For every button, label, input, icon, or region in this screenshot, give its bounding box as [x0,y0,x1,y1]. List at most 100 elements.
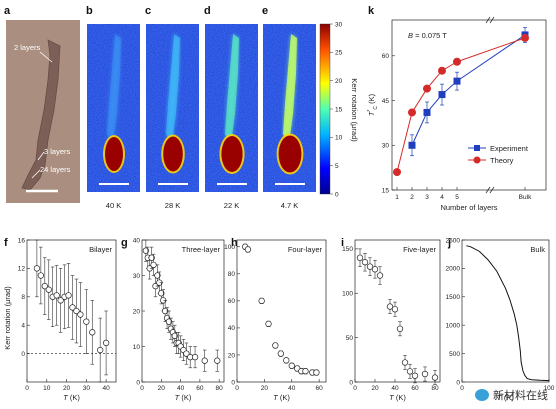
panel-letter-b: b [86,5,93,17]
x-tick-label: 60 [316,385,324,392]
y-tick-label: 20 [133,308,141,315]
k-x-tick-label: 3 [425,194,429,201]
data-point [41,283,48,290]
data-point [191,354,199,361]
data-point [258,297,265,305]
y-tick-label: 60 [228,298,236,305]
x-tick-label: 40 [391,385,399,392]
data-point [453,77,461,85]
y-tick-label: 1000 [446,323,461,330]
data-point [102,339,110,347]
y-tick-label: 500 [449,351,460,358]
k-y-tick-label: 60 [382,53,390,60]
panel-j: 0 500 1000 1500 2000 2500 0 100 T (K) Bulk [446,237,555,402]
panel-g: 0 10 20 30 40 0 20 40 60 80 T (K) Three-layer [133,237,225,402]
data-point [154,272,161,279]
k-y-axis-label: T*C (K) [367,93,379,116]
data-point [408,141,416,149]
axes-frame [236,239,327,383]
data-point [288,362,295,369]
data-point [453,57,461,66]
y-tick-label: 2500 [446,237,461,244]
axes-frame [461,239,550,383]
series-line-to-bulk [456,34,526,82]
y-tick-label: 0 [456,379,460,386]
x-tick-label: 0 [25,385,29,392]
data-point [391,306,399,313]
data-point [45,286,52,293]
data-point [313,369,320,376]
bottom-y-axis-label: Kerr rotation (μrad) [3,286,12,350]
k-x-tick-label: Bulk [519,194,532,201]
data-point [53,292,60,299]
y-tick-label: 0 [349,379,353,386]
data-point [142,247,150,254]
y-tick-label: 20 [228,352,236,359]
data-point [65,292,72,299]
colorbar-gradient [319,23,331,195]
data-line [466,245,550,382]
axis-break [489,186,495,194]
data-point [33,265,41,272]
data-point [73,307,80,315]
panel-title: Bilayer [89,245,112,254]
data-point [272,342,279,349]
panel-i: 0 50 100 150 0 20 40 60 80 T (K) Five-layer [342,239,441,402]
y-tick-label: 100 [224,244,235,251]
y-tick-label: 12 [18,266,26,273]
magnetic-region [221,136,243,172]
data-point [277,350,284,357]
panel-letter-k: k [368,5,375,17]
x-tick-label: 0 [353,385,357,392]
x-tick-label: 30 [83,385,91,392]
temperature-label: 28 K [165,201,180,210]
k-field-annotation: B = 0.075 T [408,31,447,40]
data-point [37,272,44,279]
data-point [521,33,529,42]
x-tick-label: 40 [102,385,110,392]
data-point [148,254,155,261]
flake-trace [283,34,297,142]
x-axis-label: T (K) [497,393,514,402]
data-point [69,304,76,311]
axis-break [485,186,491,194]
panel-letter-d: d [204,5,211,17]
legend-label-experiment: Experiment [490,144,529,153]
panel-title: Five-layer [403,245,436,254]
axes-frame [354,239,441,383]
magnetic-region [163,136,183,172]
x-tick-label: 10 [43,385,51,392]
k-axes-frame [391,19,547,191]
colorbar-tick-label: 0 [335,191,339,198]
x-tick-label: 0 [460,385,464,392]
legend-marker [473,156,481,164]
panel-letter-i: i [341,237,344,249]
x-tick-label: 0 [235,385,239,392]
annotation-3-layers: 3 layers [44,147,71,156]
colorbar-label: Kerr rotation (μrad) [350,78,359,142]
k-x-tick-label: 2 [410,194,414,201]
flake-trace-glow [107,34,121,142]
x-tick-label: 80 [431,385,439,392]
data-point [244,246,252,253]
y-tick-label: 40 [133,237,141,244]
y-tick-label: 30 [133,273,141,280]
data-point [83,318,90,325]
data-point [386,303,394,310]
kerr-map-2: 28 K [146,24,199,210]
k-x-axis-label: Number of layers [440,203,497,212]
data-point [411,372,419,379]
data-point [171,332,178,340]
colorbar-tick-label: 25 [335,50,343,57]
data-point [393,168,401,177]
data-point [406,368,414,375]
colorbar-tick-label: 15 [335,106,343,113]
data-point [361,259,369,266]
data-point [89,329,96,336]
panel-h: 0 20 40 60 80 100 0 20 40 60 T (K) Four-layer [224,239,327,402]
y-tick-label: 1500 [446,294,461,301]
temperature-label: 22 K [224,201,239,210]
data-point [265,320,272,327]
k-legend: Experiment Theory [468,144,529,165]
x-axis-label: T (K) [63,393,80,402]
